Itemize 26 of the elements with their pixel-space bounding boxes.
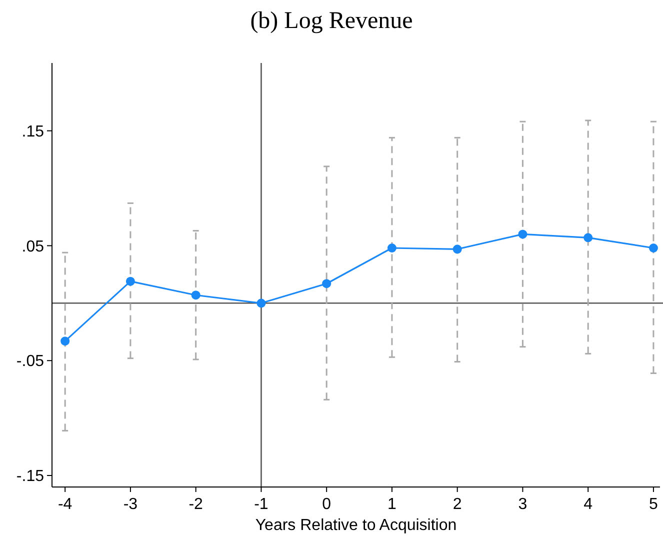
y-tick-label: -.15	[16, 468, 44, 486]
x-axis-title: Years Relative to Acquisition	[255, 517, 457, 534]
x-tick-label: 5	[649, 496, 658, 513]
x-tick-label: -3	[123, 496, 138, 513]
point	[256, 298, 266, 308]
x-tick-label: 3	[518, 496, 528, 513]
x-tick-label: -1	[254, 496, 268, 513]
y-tick-label: .15	[22, 123, 44, 140]
point	[60, 336, 70, 346]
y-tick-label: .05	[22, 238, 44, 256]
point	[126, 276, 135, 286]
x-tick-label: 2	[452, 496, 462, 513]
point	[322, 279, 332, 288]
point	[387, 243, 396, 252]
point	[584, 233, 593, 242]
x-tick-label: -4	[58, 496, 72, 513]
point	[452, 244, 462, 254]
point	[518, 230, 528, 239]
point	[191, 290, 200, 300]
x-tick-label: 1	[388, 496, 397, 513]
x-tick-label: 4	[584, 496, 593, 513]
point	[648, 243, 658, 252]
chart-title: (b) Log Revenue	[250, 8, 413, 34]
x-tick-label: 0	[322, 496, 332, 513]
y-tick-label: -.05	[16, 353, 44, 370]
x-tick-label: -2	[188, 496, 204, 513]
